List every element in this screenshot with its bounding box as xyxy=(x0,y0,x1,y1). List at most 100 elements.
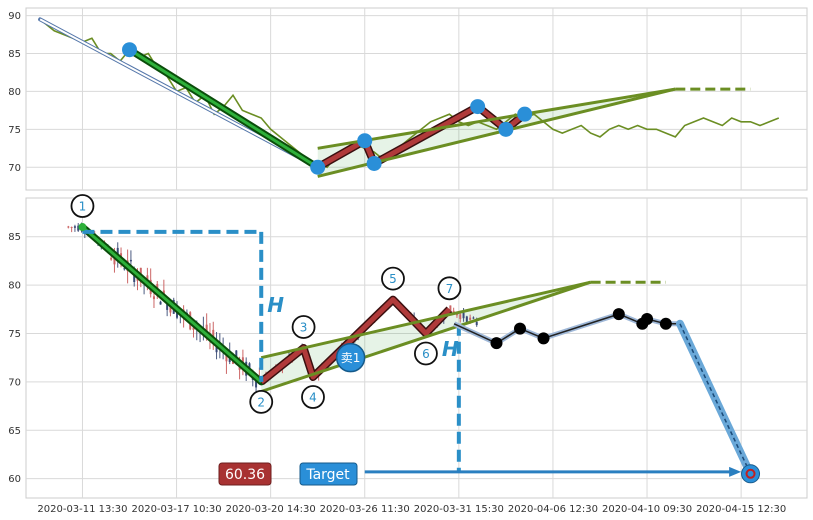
price-badge: 60.36 xyxy=(218,462,272,486)
pattern-label: 6 xyxy=(422,347,430,361)
impulse-leg xyxy=(128,48,319,169)
pattern-label: 3 xyxy=(300,321,308,335)
pattern-vertex xyxy=(78,223,87,232)
sell-marker-circle xyxy=(335,342,366,373)
pivot-point xyxy=(366,155,382,171)
triangle-lower-line xyxy=(260,280,592,393)
pattern-label: 5 xyxy=(389,272,397,286)
pattern-label-circle xyxy=(381,266,405,291)
candle-body xyxy=(225,354,228,362)
target-arrow-head xyxy=(729,466,742,477)
bottom-y-axis: 60 65 70 75 80 85 xyxy=(8,232,21,485)
candle-body xyxy=(110,257,113,260)
x-axis: 2020-03-11 13:30 2020-03-17 10:30 2020-03-… xyxy=(37,504,786,515)
y-tick-label: 70 xyxy=(8,163,21,174)
x-tick-label: 2020-03-31 15:30 xyxy=(414,504,504,515)
x-tick-label: 2020-04-10 09:30 xyxy=(602,504,692,515)
measure-height-label: H xyxy=(267,293,284,317)
pattern-label-circle xyxy=(249,389,274,414)
pivot-point xyxy=(470,99,486,115)
pattern-label: 1 xyxy=(79,200,87,214)
y-tick-label: 90 xyxy=(8,11,21,22)
target-leg-outline xyxy=(676,319,755,478)
pattern-label: 2 xyxy=(257,395,265,409)
target-badge-text: Target xyxy=(305,467,350,483)
candle-body xyxy=(73,226,76,228)
x-tick-label: 2020-03-11 13:30 xyxy=(37,504,127,515)
pivot-point xyxy=(122,42,138,58)
pivot-point xyxy=(498,121,514,137)
candle-body xyxy=(235,350,238,360)
x-tick-label: 2020-04-15 12:30 xyxy=(696,504,786,515)
candle-body xyxy=(70,226,73,228)
projection-line xyxy=(39,18,319,169)
candle-body xyxy=(212,329,215,340)
target-badge-box xyxy=(299,462,358,486)
top-plot-frame xyxy=(25,7,808,191)
pattern-label-circle xyxy=(70,194,95,218)
candle-body xyxy=(475,321,478,326)
candle-body xyxy=(215,344,218,353)
candle-body xyxy=(129,259,132,262)
candle-body xyxy=(77,225,80,231)
top-y-axis: 70 75 80 85 90 xyxy=(8,11,21,174)
pivot-point xyxy=(310,159,326,175)
top-grid xyxy=(26,8,807,190)
candle-body xyxy=(255,380,258,388)
pattern-label-circle xyxy=(301,385,325,409)
x-tick-label: 2020-03-17 10:30 xyxy=(131,504,221,515)
target-badge: Target xyxy=(299,462,358,486)
pattern-label: 7 xyxy=(446,282,454,296)
candle-body xyxy=(166,300,169,310)
pattern-label-circle xyxy=(437,276,462,301)
target-point xyxy=(741,464,761,484)
x-tick-label: 2020-03-26 11:30 xyxy=(320,504,410,515)
price-badge-box xyxy=(218,462,272,486)
sell-marker-label: 卖1 xyxy=(341,351,361,365)
y-tick-label: 75 xyxy=(8,125,21,136)
candle-body xyxy=(465,316,468,323)
candle-body xyxy=(67,226,70,228)
y-tick-label: 70 xyxy=(8,377,21,388)
candle-body xyxy=(449,305,452,312)
forecast-point xyxy=(490,337,503,350)
forecast-point xyxy=(612,308,625,321)
y-tick-label: 65 xyxy=(8,426,21,437)
triangle-upper-line xyxy=(260,280,591,360)
y-tick-label: 60 xyxy=(8,474,21,485)
forecast-point xyxy=(659,317,672,330)
pivot-point xyxy=(517,106,533,122)
y-tick-label: 85 xyxy=(8,232,21,243)
candle-body xyxy=(472,317,475,319)
y-tick-label: 80 xyxy=(8,87,21,98)
y-tick-label: 85 xyxy=(8,49,21,60)
target-point-ring xyxy=(745,468,756,479)
pivot-point xyxy=(357,133,373,149)
impulse-leg xyxy=(81,225,263,384)
x-tick-label: 2020-03-20 14:30 xyxy=(226,504,316,515)
y-tick-label: 80 xyxy=(8,281,21,292)
forecast-point xyxy=(641,312,654,325)
top-panel: 70 75 80 85 90 xyxy=(8,7,808,191)
candle-body xyxy=(123,268,126,270)
bottom-series: H H 1 2 3 4 5 6 7 卖1 xyxy=(67,194,761,484)
candle-body xyxy=(159,301,162,305)
forecast-point xyxy=(537,332,550,345)
candle-body xyxy=(462,312,465,319)
triangle-upper-line xyxy=(317,87,676,150)
candle-body xyxy=(192,327,195,330)
pattern-label-circle xyxy=(414,341,438,366)
candle-body xyxy=(469,317,472,320)
pattern-label: 4 xyxy=(309,391,317,405)
pattern-zigzag xyxy=(259,297,452,384)
candle-body xyxy=(248,363,251,371)
y-tick-label: 75 xyxy=(8,329,21,340)
candle-body xyxy=(156,283,159,289)
candle-body xyxy=(113,256,116,265)
price-badge-text: 60.36 xyxy=(225,467,265,483)
pattern-label-circle xyxy=(291,315,316,339)
candle-body xyxy=(169,306,172,313)
candle-body xyxy=(152,296,155,300)
